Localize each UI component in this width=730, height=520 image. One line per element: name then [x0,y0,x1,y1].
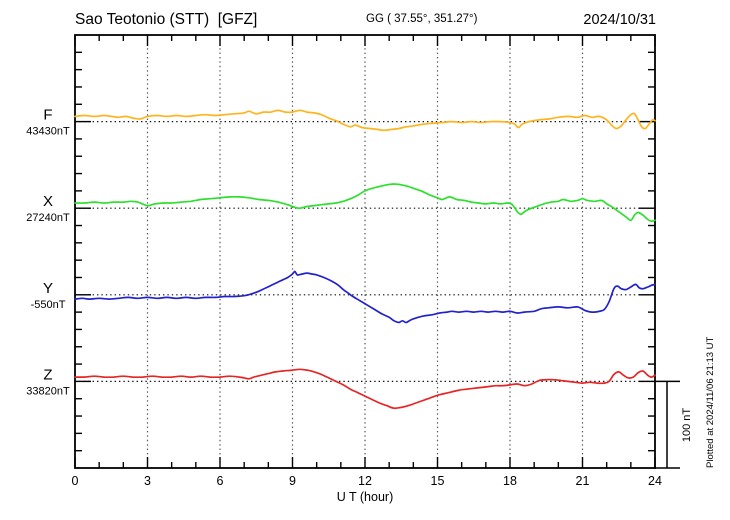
grid-lines [146,35,584,468]
trace-X [74,183,656,223]
trace-Y [74,270,656,324]
x-tick-labels: 0 3 6 9 12 15 18 21 24 [72,474,662,488]
x-tick-label: 6 [217,474,224,488]
component-name-X: X [43,193,53,210]
x-tick-label: 24 [648,474,662,488]
component-baseline-value-X: 27240nT [26,212,70,224]
scale-bar-label: 100 nT [681,408,693,443]
x-tick-label: 0 [72,474,79,488]
scale-bar [654,380,680,469]
component-traces [74,109,656,410]
component-baseline-value-F: 43430nT [26,126,70,138]
component-name-F: F [43,107,52,124]
component-labels: F 43430nT X 27240nT Y -550nT Z 33820nT [26,107,70,398]
plot-border [74,34,656,469]
component-name-Z: Z [43,366,52,383]
x-tick-label: 3 [144,474,151,488]
x-tick-label: 18 [503,474,517,488]
trace-Z [74,368,656,410]
plot-frame [74,34,656,469]
component-baseline-value-Y: -550nT [31,299,66,311]
component-baseline-value-Z: 33820nT [26,385,70,397]
plotted-at-note: Plotted at 2024/11/06 21:13 UT [705,336,716,468]
coordinates-label: GG ( 37.55°, 351.27°) [366,13,478,25]
date-label: 2024/10/31 [583,12,656,28]
component-name-Y: Y [43,280,53,297]
x-tick-label: 9 [289,474,296,488]
x-tick-label: 15 [431,474,445,488]
station-title: Sao Teotonio (STT) [GFZ] [75,11,257,28]
trace-F [74,109,656,132]
x-tick-label: 12 [358,474,372,488]
x-axis-label: U T (hour) [337,490,394,504]
x-tick-label: 21 [576,474,590,488]
